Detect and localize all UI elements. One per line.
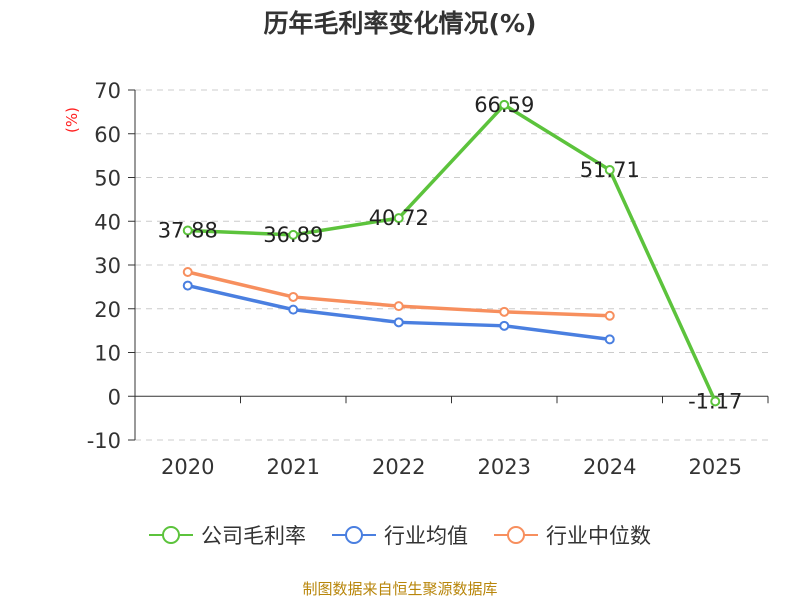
data-point-s0-2020	[182, 225, 193, 236]
data-label-2025: -1.17	[688, 389, 742, 413]
chart-title: 历年毛利率变化情况(%)	[263, 9, 537, 38]
data-label-2024: 51.71	[580, 158, 640, 182]
x-tick-label-2025: 2025	[689, 455, 742, 479]
y-tick-label-30: 30	[94, 254, 121, 278]
data-point-s1-2023	[499, 320, 510, 331]
data-point-s0-2023	[499, 99, 510, 110]
line-chart: -10 0 10 20 30 40 50 60 70 2020 2021 2022 2023 2024 20…	[87, 79, 769, 479]
data-label-2022: 40.72	[369, 206, 429, 230]
y-tick-label-10: 10	[94, 342, 121, 366]
data-point-s2-2021	[288, 291, 299, 302]
data-point-s2-2024	[604, 310, 615, 321]
y-tick-label-70: 70	[94, 79, 121, 103]
y-tick-label-50: 50	[94, 167, 121, 191]
legend-label-gross-margin: 公司毛利率	[201, 524, 306, 548]
data-point-s1-2021	[288, 304, 299, 315]
x-tick-label-2022: 2022	[372, 455, 425, 479]
data-label-2020: 37.88	[158, 219, 218, 243]
legend-label-industry-mean: 行业均值	[384, 524, 468, 548]
y-tick-label-40: 40	[94, 210, 121, 234]
data-point-s2-2023	[499, 306, 510, 317]
legend: 公司毛利率 行业均值 行业中位数	[0, 520, 800, 550]
legend-marker-industry-median	[494, 526, 538, 544]
legend-item-industry-mean[interactable]: 行业均值	[332, 520, 468, 550]
y-tick-label--10: -10	[87, 429, 121, 453]
legend-item-gross-margin[interactable]: 公司毛利率	[149, 520, 306, 550]
y-tick-label-60: 60	[94, 123, 121, 147]
legend-item-industry-median[interactable]: 行业中位数	[494, 520, 651, 550]
x-tick-label-2024: 2024	[583, 455, 636, 479]
data-point-s0-2025	[710, 396, 721, 407]
legend-label-industry-median: 行业中位数	[546, 524, 651, 548]
legend-marker-gross-margin	[149, 526, 193, 544]
data-point-s0-2024	[604, 165, 615, 176]
series-line-0	[187, 103, 717, 403]
data-point-s1-2022	[393, 317, 404, 328]
data-source-note: 制图数据来自恒生聚源数据库	[302, 580, 498, 598]
data-point-s1-2020	[182, 280, 193, 291]
data-point-s1-2024	[604, 334, 615, 345]
x-tick-label-2020: 2020	[161, 455, 214, 479]
x-tick-label-2023: 2023	[478, 455, 531, 479]
data-point-s0-2021	[288, 229, 299, 240]
data-point-s2-2022	[393, 301, 404, 312]
y-tick-label-0: 0	[108, 385, 121, 409]
data-label-2023: 66.59	[474, 93, 534, 117]
legend-marker-industry-mean	[332, 526, 376, 544]
data-point-s2-2020	[182, 267, 193, 277]
data-point-s0-2022	[393, 213, 404, 224]
x-tick-label-2021: 2021	[267, 455, 320, 479]
y-tick-label-20: 20	[94, 298, 121, 322]
data-label-2021: 36.89	[263, 223, 323, 247]
